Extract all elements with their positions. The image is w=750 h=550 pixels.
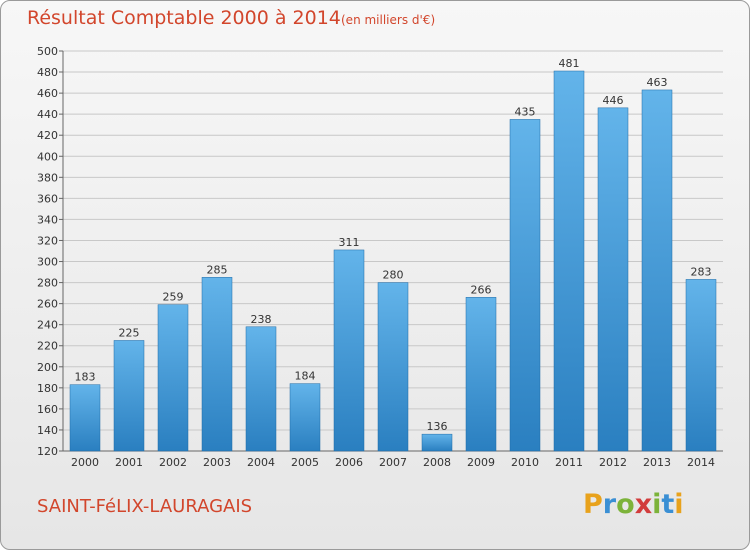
y-tick-label: 500 <box>37 45 58 58</box>
y-tick-label: 480 <box>37 66 58 79</box>
value-label-2009: 266 <box>471 283 492 296</box>
y-tick-label: 400 <box>37 150 58 163</box>
labels: 120 140 160 180 200 220 240 260 280 300 320 340 360 3… <box>37 45 715 469</box>
value-label-2011: 481 <box>559 57 580 70</box>
bar-2011 <box>553 70 585 452</box>
bar-2012 <box>597 107 629 452</box>
value-label-2014: 283 <box>691 265 712 278</box>
logo-letter: i <box>674 489 684 520</box>
value-label-2008: 136 <box>427 420 448 433</box>
value-label-2005: 184 <box>295 370 316 383</box>
value-label-2002: 259 <box>163 291 184 304</box>
value-label-2013: 463 <box>647 76 668 89</box>
value-label-2012: 446 <box>603 94 624 107</box>
y-tick-label: 220 <box>37 340 58 353</box>
bar-2013 <box>641 89 673 452</box>
x-tick-label-2010: 2010 <box>511 456 539 469</box>
y-tick-label: 320 <box>37 234 58 247</box>
x-tick-label-2008: 2008 <box>423 456 451 469</box>
x-tick-label-2004: 2004 <box>247 456 275 469</box>
y-tick-label: 300 <box>37 256 58 269</box>
value-label-2004: 238 <box>251 313 272 326</box>
x-tick-label-2013: 2013 <box>643 456 671 469</box>
x-tick-label-2001: 2001 <box>115 456 143 469</box>
logo-letter: x <box>634 489 653 520</box>
bar-2009 <box>465 297 497 452</box>
logo-letter: i <box>652 489 662 520</box>
y-tick-label: 200 <box>37 361 58 374</box>
value-label-2003: 285 <box>207 263 228 276</box>
value-label-2001: 225 <box>119 326 140 339</box>
x-tick-label-2012: 2012 <box>599 456 627 469</box>
y-tick-label: 160 <box>37 403 58 416</box>
logo-letter: t <box>661 489 675 520</box>
bar-2005 <box>289 383 321 452</box>
bar-2010 <box>509 119 541 452</box>
y-tick-label: 460 <box>37 87 58 100</box>
y-tick-label: 240 <box>37 319 58 332</box>
y-tick-label: 180 <box>37 382 58 395</box>
bar-2002 <box>157 304 189 452</box>
y-tick-label: 440 <box>37 108 58 121</box>
value-label-2010: 435 <box>515 105 536 118</box>
x-tick-label-2006: 2006 <box>335 456 363 469</box>
bar-2004 <box>245 326 277 452</box>
y-tick-label: 260 <box>37 298 58 311</box>
y-tick-label: 420 <box>37 129 58 142</box>
x-tick-label-2002: 2002 <box>159 456 187 469</box>
bar-2007 <box>377 282 409 452</box>
x-tick-label-2000: 2000 <box>71 456 99 469</box>
logo-letter: P <box>583 489 603 520</box>
chart-subtitle: (en milliers d'€) <box>341 13 436 27</box>
y-tick-label: 360 <box>37 192 58 205</box>
y-tick-label: 380 <box>37 171 58 184</box>
y-tick-label: 280 <box>37 277 58 290</box>
x-tick-label-2009: 2009 <box>467 456 495 469</box>
value-label-2007: 280 <box>383 269 404 282</box>
logo-letter: r <box>602 489 617 520</box>
value-label-2000: 183 <box>75 371 96 384</box>
logo-letter: o <box>616 489 635 520</box>
commune-name: SAINT-FéLIX-LAURAGAIS <box>37 496 253 517</box>
value-label-2006: 311 <box>339 236 360 249</box>
bar-2006 <box>333 249 365 452</box>
bar-2003 <box>201 277 233 452</box>
proxiti-logo: Proxiti <box>583 489 684 520</box>
chart-title: Résultat Comptable 2000 à 2014 <box>27 7 341 29</box>
bars <box>69 70 717 452</box>
bar-2008 <box>421 433 453 452</box>
x-tick-label-2014: 2014 <box>687 456 715 469</box>
bar-2000 <box>69 384 101 452</box>
x-tick-label-2007: 2007 <box>379 456 407 469</box>
x-tick-label-2003: 2003 <box>203 456 231 469</box>
bar-2001 <box>113 340 145 452</box>
x-tick-label-2011: 2011 <box>555 456 583 469</box>
y-tick-label: 140 <box>37 424 58 437</box>
y-tick-label: 340 <box>37 213 58 226</box>
y-tick-label: 120 <box>37 445 58 458</box>
bar-2014 <box>685 279 717 452</box>
x-tick-label-2005: 2005 <box>291 456 319 469</box>
